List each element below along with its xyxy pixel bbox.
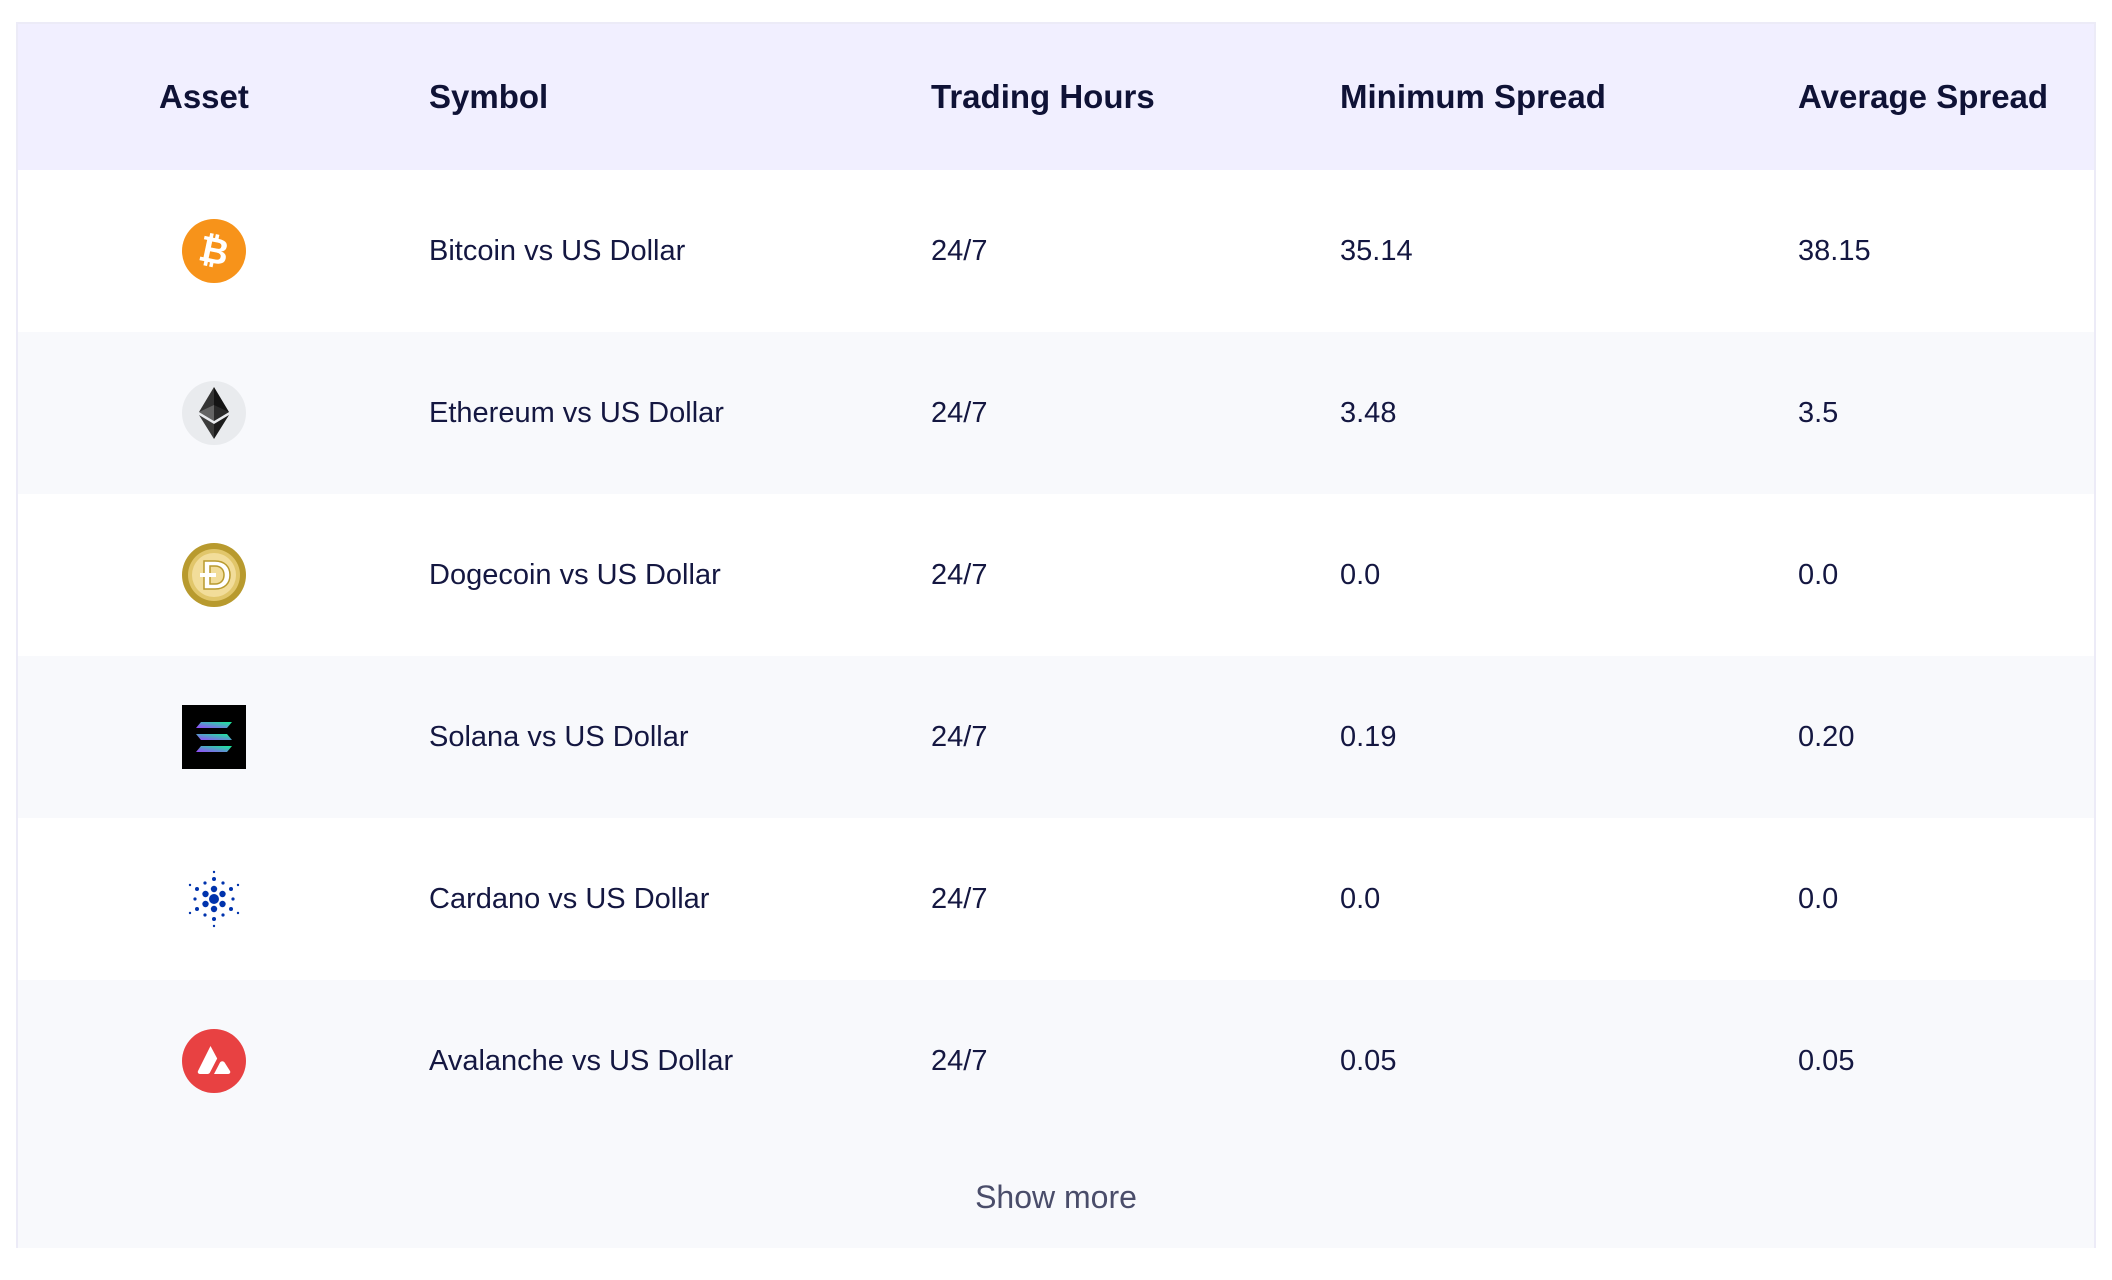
trading-hours-cell: 24/7 — [931, 235, 988, 267]
average-spread-cell: 3.5 — [1798, 397, 1839, 429]
symbol-cell: Ethereum vs US Dollar — [429, 397, 724, 429]
minimum-spread-cell: 3.48 — [1340, 397, 1397, 429]
trading-hours-cell: 24/7 — [931, 1045, 988, 1077]
symbol-cell: Cardano vs US Dollar — [429, 883, 710, 915]
table-row: Avalanche vs US Dollar 24/7 0.05 0.05 — [18, 980, 2094, 1142]
bitcoin-icon: ₿ — [182, 219, 246, 283]
minimum-spread-cell: 35.14 — [1340, 235, 1413, 267]
minimum-spread-cell: 0.19 — [1340, 721, 1397, 753]
header-trading-hours: Trading Hours — [931, 78, 1155, 115]
header-minimum-spread: Minimum Spread — [1340, 78, 1606, 115]
avalanche-icon — [182, 1029, 246, 1093]
symbol-cell: Dogecoin vs US Dollar — [429, 559, 721, 591]
header-average-spread: Average Spread — [1798, 78, 2049, 115]
header-asset: Asset — [159, 78, 249, 115]
dogecoin-icon — [182, 543, 246, 607]
table-row: ₿ Bitcoin vs US Dollar 24/7 35.14 38.15 — [18, 170, 2094, 332]
symbol-cell: Avalanche vs US Dollar — [429, 1045, 734, 1077]
trading-hours-cell: 24/7 — [931, 883, 988, 915]
table-row: Ethereum vs US Dollar 24/7 3.48 3.5 — [18, 332, 2094, 494]
show-more-button[interactable]: Show more — [18, 1142, 2094, 1248]
average-spread-cell: 0.0 — [1798, 559, 1839, 591]
cardano-icon — [182, 867, 246, 931]
minimum-spread-cell: 0.0 — [1340, 559, 1381, 591]
symbol-cell: Bitcoin vs US Dollar — [429, 235, 686, 267]
table-footer: Show more — [18, 1142, 2094, 1248]
table-row: Solana vs US Dollar 24/7 0.19 0.20 — [18, 656, 2094, 818]
average-spread-cell: 0.20 — [1798, 721, 1855, 753]
header-symbol: Symbol — [429, 78, 549, 115]
symbol-cell: Solana vs US Dollar — [429, 721, 689, 753]
trading-hours-cell: 24/7 — [931, 397, 988, 429]
table-row: Dogecoin vs US Dollar 24/7 0.0 0.0 — [18, 494, 2094, 656]
ethereum-icon — [182, 381, 246, 445]
minimum-spread-cell: 0.05 — [1340, 1045, 1397, 1077]
table-row: Cardano vs US Dollar 24/7 0.0 0.0 — [18, 818, 2094, 980]
table-header-row: Asset Symbol Trading Hours Minimum Sprea… — [18, 24, 2094, 170]
asset-spread-table: Asset Symbol Trading Hours Minimum Sprea… — [16, 22, 2096, 1248]
minimum-spread-cell: 0.0 — [1340, 883, 1381, 915]
average-spread-cell: 0.05 — [1798, 1045, 1855, 1077]
average-spread-cell: 0.0 — [1798, 883, 1839, 915]
trading-hours-cell: 24/7 — [931, 559, 988, 591]
trading-hours-cell: 24/7 — [931, 721, 988, 753]
solana-icon — [182, 705, 246, 769]
average-spread-cell: 38.15 — [1798, 235, 1871, 267]
